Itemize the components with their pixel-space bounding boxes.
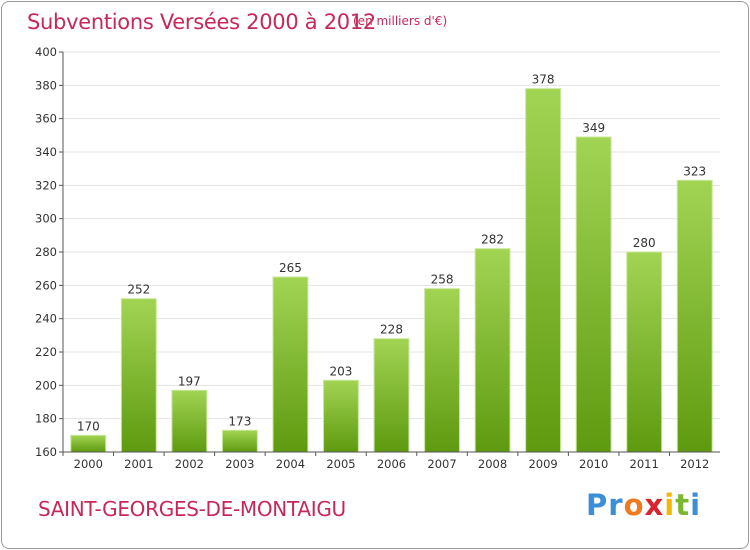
commune-name: SAINT-GEORGES-DE-MONTAIGU: [38, 497, 346, 521]
data-label: 323: [683, 164, 706, 178]
logo-letter: o: [623, 488, 645, 522]
data-label: 197: [178, 374, 201, 388]
x-tick-label: 2006: [377, 457, 406, 471]
logo-letter: x: [644, 488, 665, 522]
x-tick-label: 2003: [225, 457, 254, 471]
x-tick-label: 2007: [427, 457, 456, 471]
bar: [221, 429, 258, 453]
y-tick-label: 400: [35, 45, 57, 59]
x-tick-label: 2005: [326, 457, 355, 471]
data-label: 282: [481, 233, 504, 247]
y-tick-label: 300: [35, 212, 57, 226]
bar: [424, 288, 460, 453]
chart-title: Subventions Versées 2000 à 2012: [27, 10, 376, 34]
data-label: 349: [582, 121, 605, 135]
x-tick-label: 2000: [74, 457, 103, 471]
bar: [575, 136, 612, 453]
bar: [626, 251, 663, 453]
data-label: 258: [431, 273, 454, 287]
y-tick-label: 280: [35, 245, 57, 259]
x-tick-label: 2011: [630, 457, 659, 471]
bar: [525, 88, 562, 453]
bar: [676, 179, 713, 453]
y-tick-label: 240: [35, 312, 57, 326]
bar: [323, 379, 359, 453]
y-tick-label: 200: [35, 378, 57, 392]
bar: [474, 248, 511, 453]
chart-subtitle: (en milliers d'€): [353, 14, 448, 28]
x-tick-label: 2012: [680, 457, 709, 471]
logo-letter: i: [690, 488, 702, 522]
bar: [373, 338, 410, 453]
y-tick-label: 220: [35, 345, 57, 359]
bar: [120, 298, 157, 453]
x-tick-label: 2002: [175, 457, 204, 471]
y-tick-label: 320: [35, 178, 57, 192]
logo-letter: i: [664, 488, 676, 522]
proxiti-logo[interactable]: Proxiti: [586, 488, 701, 522]
bar: [70, 434, 107, 453]
logo-letter: t: [675, 488, 691, 522]
x-tick-label: 2004: [276, 457, 305, 471]
x-tick-label: 2001: [124, 457, 153, 471]
x-tick-label: 2009: [528, 457, 557, 471]
data-label: 203: [330, 364, 353, 378]
data-label: 173: [228, 414, 251, 428]
logo-letter: r: [608, 488, 624, 522]
axes: [59, 51, 720, 456]
data-label: 252: [127, 283, 150, 297]
data-label: 228: [380, 323, 403, 337]
y-tick-label: 380: [35, 78, 57, 92]
data-label: 378: [532, 73, 555, 87]
labels: 160 180 200 220 240 260 280 300 320 340 360 380 400 1…: [35, 45, 709, 471]
data-label: 170: [77, 419, 100, 433]
y-tick-label: 160: [35, 445, 57, 459]
x-tick-label: 2008: [478, 457, 507, 471]
bars: [70, 88, 713, 453]
y-tick-label: 340: [35, 145, 57, 159]
bar: [272, 276, 309, 453]
y-tick-label: 180: [35, 412, 57, 426]
bar: [171, 389, 208, 453]
logo-letter: P: [586, 488, 609, 522]
data-label: 265: [279, 261, 302, 275]
data-label: 280: [633, 236, 656, 250]
x-tick-label: 2010: [579, 457, 608, 471]
y-tick-label: 360: [35, 112, 57, 126]
y-tick-label: 260: [35, 278, 57, 292]
